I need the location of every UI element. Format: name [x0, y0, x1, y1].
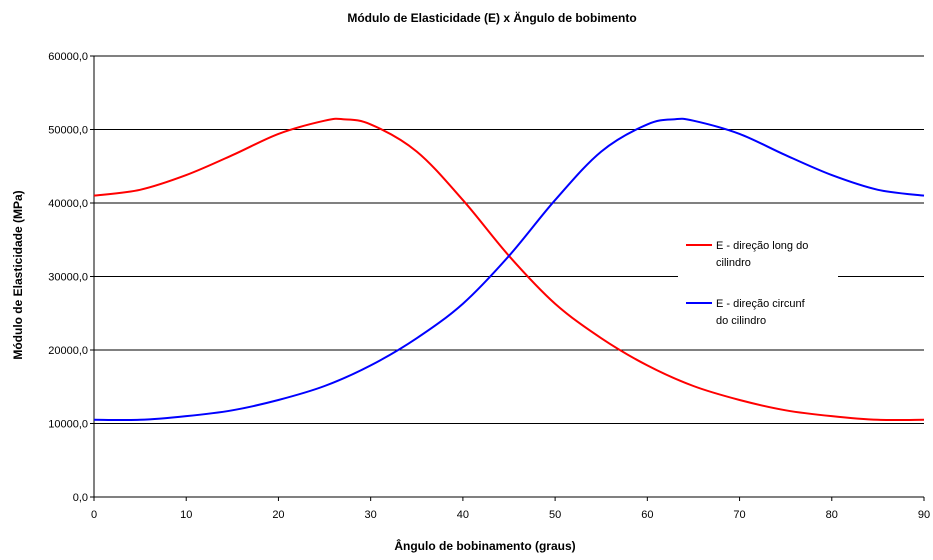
legend-label: E - direção long do [716, 240, 808, 252]
y-tick-label: 60000,0 [48, 51, 88, 63]
x-tick-label: 50 [549, 509, 561, 521]
x-tick-label: 30 [365, 509, 377, 521]
x-axis-label: Ângulo de bobinamento (graus) [394, 538, 575, 553]
grid-lines [94, 55, 924, 424]
y-axis-label: Módulo de Elasticidade (MPa) [11, 190, 25, 359]
legend-box [678, 232, 838, 344]
x-tick-label: 20 [272, 509, 284, 521]
y-tick-label: 40000,0 [48, 198, 88, 210]
x-tick-label: 70 [733, 509, 745, 521]
y-tick-label: 10000,0 [48, 419, 88, 431]
y-tick-label: 0,0 [73, 492, 88, 504]
legend: E - direção long do cilindro E - direção c… [678, 232, 838, 344]
x-tick-label: 0 [91, 509, 97, 521]
y-tick-label: 30000,0 [48, 272, 88, 284]
series-lines [93, 117, 925, 422]
chart-title: Módulo de Elasticidade (E) x Ängulo de b… [347, 10, 636, 25]
x-tick-label: 90 [918, 509, 930, 521]
y-tick-label: 50000,0 [48, 125, 88, 137]
x-axis-ticks: 0 10 20 30 40 50 60 70 80 90 [91, 497, 930, 521]
x-tick-label: 80 [826, 509, 838, 521]
x-tick-label: 60 [641, 509, 653, 521]
legend-label: do cilindro [716, 315, 766, 327]
y-tick-label: 20000,0 [48, 345, 88, 357]
x-tick-label: 40 [457, 509, 469, 521]
series-line-2 [93, 117, 925, 422]
legend-label: E - direção circunf [716, 298, 806, 310]
y-axis-ticks: 0,0 10000,0 20000,0 30000,0 40000,0 50000,0 60… [48, 51, 94, 504]
x-tick-label: 10 [180, 509, 192, 521]
legend-label: cilindro [716, 257, 751, 269]
series-line-1 [93, 117, 925, 422]
